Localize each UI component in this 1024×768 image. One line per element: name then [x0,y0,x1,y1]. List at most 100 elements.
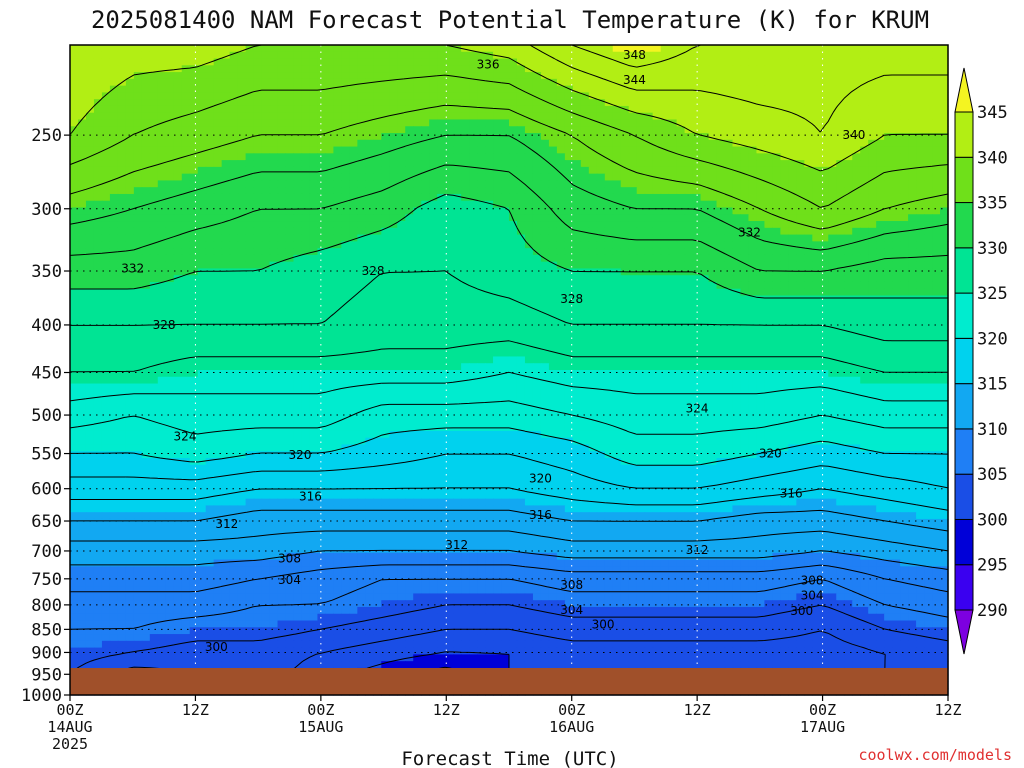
field-cell [253,221,263,229]
field-cell [301,180,311,188]
field-cell [469,275,478,283]
field-cell [181,146,191,154]
field-cell [421,329,430,337]
field-cell [532,241,542,249]
field-cell [540,281,550,290]
field-cell [125,234,135,242]
field-cell [149,342,159,351]
field-cell [421,309,430,317]
field-cell [429,329,438,337]
field-cell [109,214,119,222]
field-cell [764,309,773,317]
field-cell [253,51,263,60]
field-cell [205,254,215,263]
field-cell [357,207,366,215]
field-cell [884,65,893,73]
field-cell [700,221,710,229]
field-cell [261,268,271,276]
field-cell [540,78,550,87]
field-cell [325,295,334,303]
field-cell [732,261,742,270]
field-cell [860,119,869,127]
field-cell [85,119,95,127]
field-cell [213,112,223,121]
field-cell [165,72,175,80]
field-cell [93,187,103,195]
field-cell [580,227,590,236]
field-cell [157,72,167,80]
field-cell [652,72,662,80]
field-cell [644,187,654,195]
field-cell [836,85,845,93]
field-cell [772,281,781,290]
field-cell [253,58,263,66]
field-cell [461,207,470,215]
field-cell [421,119,430,127]
field-cell [532,302,542,310]
field-cell [197,342,207,351]
field-cell [181,173,191,182]
field-cell [740,227,750,236]
field-cell [317,78,327,87]
field-cell [509,133,518,141]
field-cell [453,309,462,317]
field-cell [277,302,287,310]
field-cell [133,72,143,80]
field-cell [564,166,574,175]
field-cell [932,133,941,141]
field-cell [261,329,271,337]
field-cell [764,281,773,290]
field-cell [141,126,151,134]
field-cell [940,207,949,215]
field-cell [213,241,223,249]
field-cell [748,248,758,256]
field-cell [493,173,502,182]
field-cell [453,261,462,270]
field-cell [692,329,702,337]
field-cell [309,288,319,297]
field-cell [125,65,135,73]
field-cell [940,112,949,121]
field-cell [453,268,462,276]
field-cell [501,85,510,93]
field-cell [668,78,678,87]
field-cell [333,342,342,351]
field-cell [652,342,662,351]
field-cell [70,65,79,73]
field-cell [636,139,646,148]
field-cell [181,207,191,215]
field-cell [101,153,111,161]
field-cell [836,105,845,114]
field-cell [900,92,909,100]
field-cell [149,99,159,107]
field-cell [748,342,758,351]
field-cell [804,322,813,330]
field-cell [461,51,470,60]
field-cell [620,261,630,270]
field-cell [860,112,869,121]
field-cell [413,329,422,337]
field-cell [596,302,606,310]
field-cell [740,200,750,209]
field-cell [309,329,319,337]
field-cell [620,45,630,53]
field-cell [716,78,726,87]
field-cell [301,193,311,202]
field-cell [532,193,542,202]
field-cell [572,268,582,276]
field-cell [732,254,742,263]
field-cell [389,72,398,80]
field-cell [469,234,478,242]
field-cell [524,193,534,202]
field-cell [932,99,941,107]
field-cell [389,322,398,330]
field-cell [716,139,726,148]
field-cell [700,234,710,242]
field-cell [309,58,319,66]
field-cell [796,275,805,283]
field-cell [804,160,813,168]
field-cell [197,322,207,330]
field-cell [77,146,87,154]
field-cell [309,99,319,107]
field-cell [596,214,606,222]
